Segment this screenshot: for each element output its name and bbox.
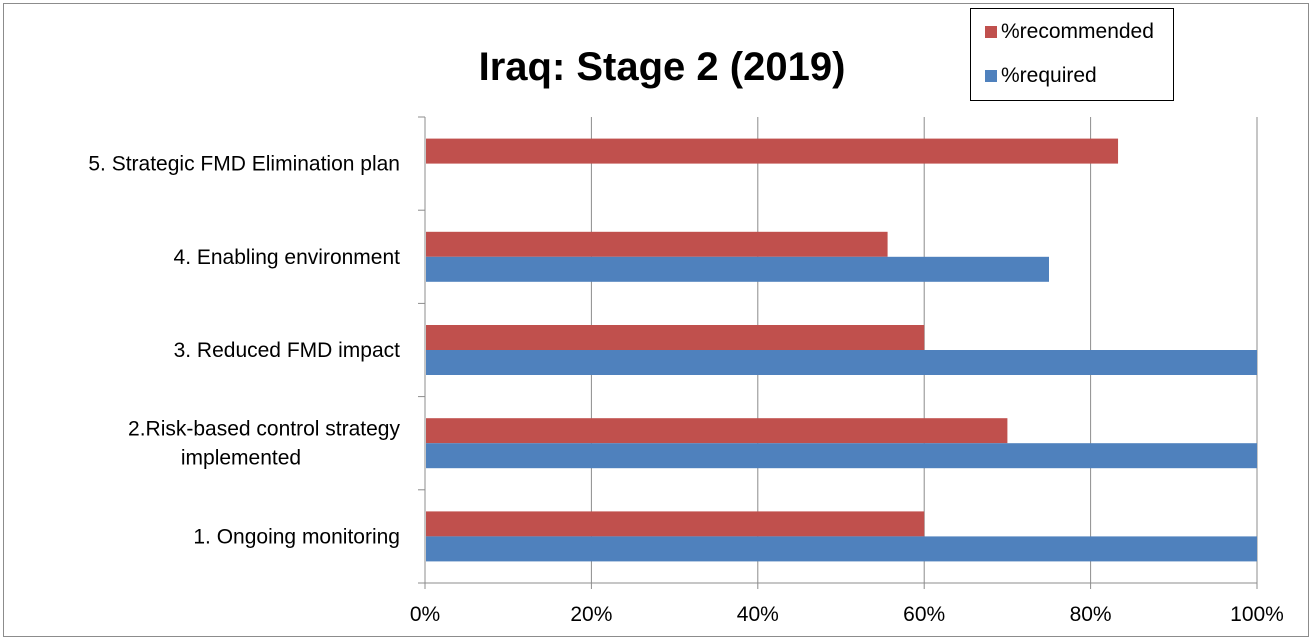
bars <box>426 138 1257 562</box>
x-tick-label: 80% <box>1070 603 1112 626</box>
bar-recommended <box>426 511 925 537</box>
chart-title: Iraq: Stage 2 (2019) <box>479 45 846 89</box>
bar-required <box>426 256 1049 282</box>
category-label: 1. Ongoing monitoring <box>193 525 400 548</box>
x-tick-label: 100% <box>1230 603 1284 626</box>
bar-required <box>426 443 1257 469</box>
bar-recommended <box>426 325 925 350</box>
bar-recommended <box>426 231 888 257</box>
legend-label-recommended: %recommended <box>1001 20 1154 43</box>
x-tick-label: 20% <box>570 603 612 626</box>
category-label: implemented <box>181 447 301 470</box>
x-tick-label: 0% <box>410 603 440 626</box>
x-tick-label: 40% <box>737 603 779 626</box>
x-tick-label: 60% <box>903 603 945 626</box>
bar-required <box>426 350 1257 375</box>
bar-recommended <box>426 418 1008 444</box>
category-label: 3. Reduced FMD impact <box>174 339 401 362</box>
category-label: 2.Risk-based control strategy <box>128 418 400 441</box>
legend: %recommended %required <box>970 8 1174 101</box>
legend-swatch-required <box>985 70 997 82</box>
legend-swatch-recommended <box>985 26 997 38</box>
category-label: 4. Enabling environment <box>174 246 401 269</box>
category-label: 5. Strategic FMD Elimination plan <box>88 153 400 176</box>
bar-recommended <box>426 138 1119 164</box>
axes: 0% 20% 40% 60% 80% 100% 5. Strategic FMD Elimi… <box>88 116 1284 626</box>
bar-required <box>426 536 1257 562</box>
legend-item-required: %required <box>985 64 1097 88</box>
legend-label-required: %required <box>1001 64 1097 87</box>
legend-item-recommended: %recommended <box>985 20 1154 44</box>
